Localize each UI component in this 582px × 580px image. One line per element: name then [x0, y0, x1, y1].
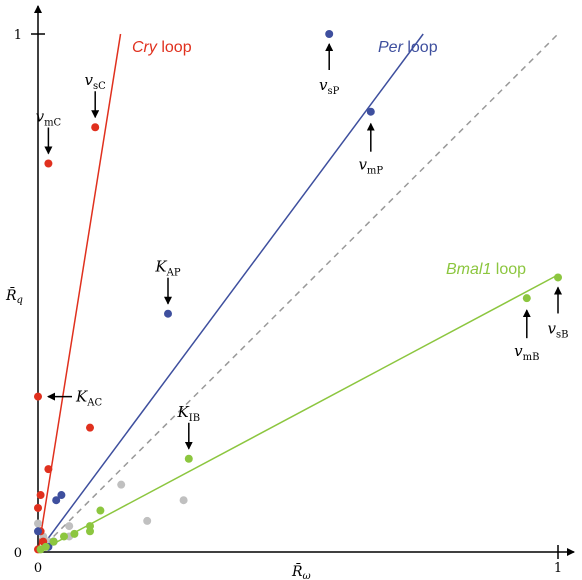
data-point: [44, 465, 53, 474]
data-point: [52, 496, 61, 505]
annotation-label: vmC: [36, 108, 62, 129]
data-point: [554, 273, 562, 282]
data-point: [34, 519, 42, 528]
data-point: [34, 527, 42, 536]
diagonal-line: [37, 33, 559, 553]
data-points: [34, 30, 562, 554]
data-point: [164, 309, 172, 318]
x-axis-label: R̄ω: [291, 562, 311, 580]
data-point: [96, 506, 105, 515]
annotation-label: vsP: [319, 76, 340, 97]
y-axis-label: R̄q: [5, 286, 23, 306]
data-point: [179, 496, 188, 505]
data-point: [143, 516, 152, 525]
y-tick-label-0: 0: [14, 546, 22, 561]
data-point: [70, 529, 79, 538]
data-point: [86, 423, 94, 432]
x-tick-label-1: 1: [554, 561, 562, 576]
annotation-label: KIB: [177, 403, 201, 424]
annotation-label: vmB: [514, 342, 539, 363]
data-point: [366, 107, 375, 116]
data-point: [36, 491, 45, 500]
annotation-label: KAC: [75, 388, 102, 409]
data-point: [86, 527, 94, 536]
loop-line-bmal1: [37, 274, 559, 553]
data-point: [522, 294, 531, 303]
y-tick-label-1: 1: [14, 28, 22, 43]
data-point: [60, 532, 68, 541]
data-point: [34, 503, 42, 512]
x-tick-label-0: 0: [34, 561, 42, 576]
data-point: [91, 123, 100, 132]
data-point: [65, 522, 74, 531]
data-point: [57, 491, 66, 500]
data-point: [49, 537, 58, 546]
loop-lines: [37, 33, 559, 553]
loop-label-per: Per loop: [378, 39, 438, 56]
annotation-label: KAP: [154, 258, 180, 279]
annotation-label: vsB: [548, 319, 569, 340]
data-point: [117, 480, 126, 489]
data-point: [36, 545, 45, 554]
annotations: vsP vmP vsC vmC KAP KAC KIB vmB vsB: [36, 43, 569, 450]
loop-labels: Cry loop Per loop Bmal1 loop: [132, 39, 526, 278]
loop-label-bmal1: Bmal1 loop: [446, 261, 526, 278]
annotation-label: vmP: [358, 156, 383, 177]
loop-line-per: [37, 33, 424, 553]
data-point: [325, 30, 334, 38]
loop-line-cry: [37, 33, 122, 553]
data-point: [34, 392, 42, 401]
data-point: [44, 159, 53, 168]
axes: 0 1 0 1 R̄ω R̄q: [5, 5, 575, 580]
data-point: [184, 454, 193, 463]
annotation-label: vsC: [85, 71, 107, 92]
loop-label-cry: Cry loop: [132, 39, 192, 56]
